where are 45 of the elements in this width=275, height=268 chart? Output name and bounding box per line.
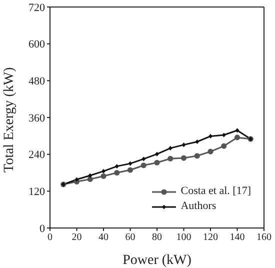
point <box>195 139 200 144</box>
point <box>234 134 240 140</box>
point <box>100 173 106 179</box>
point <box>102 168 106 174</box>
point <box>168 156 174 162</box>
point <box>88 173 92 178</box>
point <box>128 161 132 166</box>
point <box>114 170 120 176</box>
y-tick-label: 600 <box>28 38 46 51</box>
x-tick-label: 60 <box>125 232 136 244</box>
y-axis-title: Total Exergy (kW) <box>2 66 17 172</box>
x-axis-title: Power (kW) <box>122 253 192 268</box>
point <box>127 167 134 173</box>
x-tick-label: 80 <box>152 232 162 244</box>
point <box>142 156 146 162</box>
point <box>208 134 212 139</box>
point <box>180 155 187 161</box>
point <box>140 162 146 168</box>
x-tick-label: 20 <box>72 232 82 244</box>
point <box>182 142 186 148</box>
x-tick-label: 100 <box>176 232 192 244</box>
point <box>74 177 79 182</box>
y-tick-label: 120 <box>28 186 46 198</box>
y-tick-label: 240 <box>28 149 46 162</box>
x-tick-label: 140 <box>230 232 245 244</box>
point <box>168 146 172 150</box>
point <box>208 148 214 154</box>
y-tick-label: 720 <box>28 2 46 14</box>
y-tick-label: 360 <box>28 112 46 124</box>
point <box>194 153 200 159</box>
x-tick-label: 40 <box>98 232 108 244</box>
y-tick-label: 0 <box>40 222 46 235</box>
legend-label: Authors <box>180 199 216 214</box>
point <box>155 152 159 156</box>
x-tick-label: 0 <box>48 232 52 244</box>
point <box>154 160 160 166</box>
point <box>222 132 226 138</box>
point <box>235 128 240 133</box>
y-tick-label: 480 <box>28 76 46 88</box>
point <box>87 176 93 182</box>
point <box>114 164 119 169</box>
point <box>221 143 227 149</box>
x-tick-label: 120 <box>203 232 218 244</box>
x-tick-label: 160 <box>256 232 272 244</box>
legend-label: Costa et al. [17] <box>180 184 251 199</box>
